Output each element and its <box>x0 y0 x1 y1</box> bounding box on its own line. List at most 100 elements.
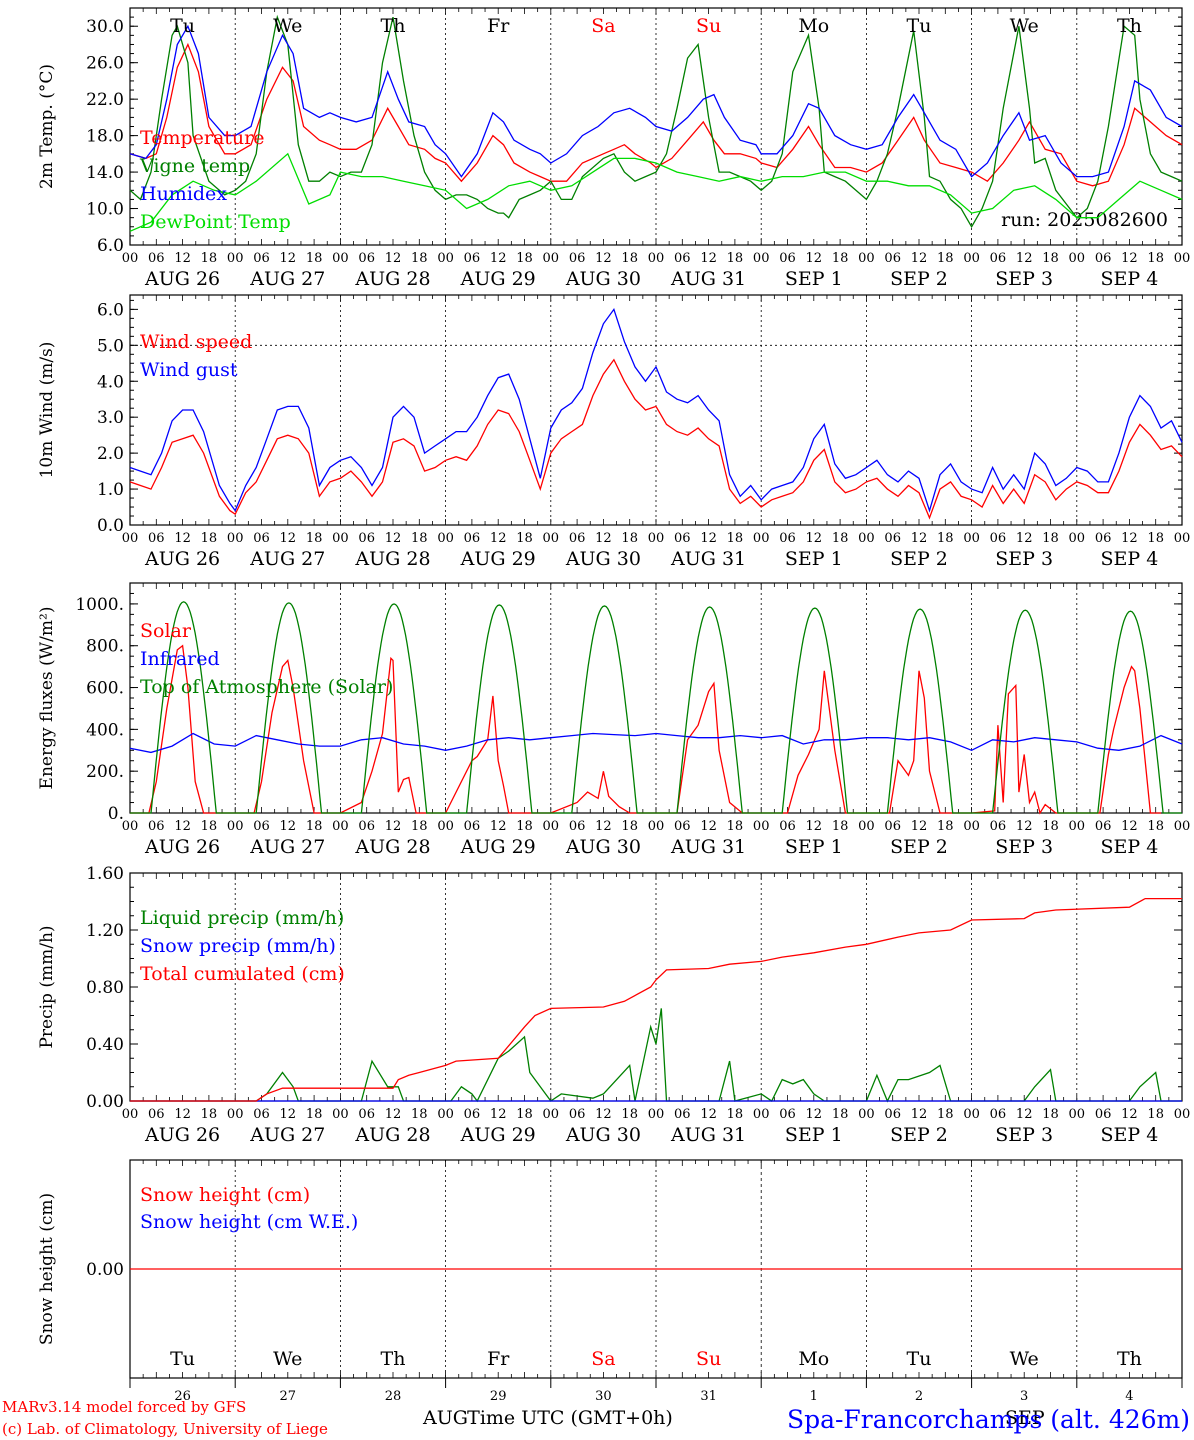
hour-tick-label: 18 <box>201 251 218 266</box>
hour-tick-label: 00 <box>648 819 665 834</box>
hour-tick-label: 12 <box>911 1107 928 1122</box>
panel-temperature: 6.0 10.0 14.0 18.0 22.0 26.0 30.0 2m Temp. (°C)… <box>37 7 1191 290</box>
y-tick-label: 800. <box>86 637 124 657</box>
hour-tick-label: 06 <box>674 819 691 834</box>
y-tick-label: 6.0 <box>97 236 124 256</box>
y-tick-label: 0.80 <box>86 978 124 998</box>
bottom-month-right: SEP <box>1005 1407 1045 1429</box>
hour-tick-label: 18 <box>1147 1107 1164 1122</box>
hour-tick-label: 12 <box>806 1107 823 1122</box>
hour-tick-label: 12 <box>1016 1107 1033 1122</box>
hour-tick-label: 06 <box>464 531 481 546</box>
hour-tick-label: 12 <box>280 251 297 266</box>
hour-tick-label: 12 <box>806 819 823 834</box>
hour-tick-label: 06 <box>884 531 901 546</box>
date-label: AUG 29 <box>460 1124 536 1146</box>
day-number-label: 29 <box>490 1389 507 1404</box>
day-number-label: 28 <box>385 1389 402 1404</box>
date-label: AUG 31 <box>670 548 746 570</box>
hour-tick-label: 06 <box>884 819 901 834</box>
hour-tick-label: 18 <box>1042 531 1059 546</box>
legend-entry: DewPoint Temp <box>140 211 291 233</box>
hour-tick-label: 18 <box>621 819 638 834</box>
hour-tick-label: 18 <box>1147 819 1164 834</box>
weekday-label: Su <box>696 1348 721 1370</box>
date-label: SEP 3 <box>995 836 1053 858</box>
date-label: AUG 30 <box>565 268 641 290</box>
weekday-label: We <box>273 15 302 37</box>
hour-tick-label: 12 <box>595 1107 612 1122</box>
hour-tick-label: 00 <box>963 251 980 266</box>
hour-tick-label: 12 <box>385 531 402 546</box>
hour-tick-label: 00 <box>858 251 875 266</box>
y-axis-label: 10m Wind (m/s) <box>37 342 57 479</box>
hour-tick-label: 06 <box>253 531 270 546</box>
hour-tick-label: 00 <box>543 251 560 266</box>
hour-tick-label: 06 <box>148 819 165 834</box>
date-label: AUG 31 <box>670 1124 746 1146</box>
series-line-infrared <box>129 732 1183 754</box>
date-label: AUG 31 <box>670 836 746 858</box>
hour-tick-label: 18 <box>1147 531 1164 546</box>
hour-tick-label: 00 <box>963 531 980 546</box>
hour-tick-label: 12 <box>490 251 507 266</box>
date-label: AUG 27 <box>249 268 325 290</box>
date-label: AUG 28 <box>354 836 430 858</box>
date-label: AUG 27 <box>249 836 325 858</box>
hour-tick-label: 06 <box>569 1107 586 1122</box>
hour-tick-label: 06 <box>1095 531 1112 546</box>
hour-tick-label: 00 <box>543 531 560 546</box>
hour-tick-label: 12 <box>280 531 297 546</box>
hour-tick-label: 00 <box>753 251 770 266</box>
hour-tick-label: 18 <box>1147 251 1164 266</box>
station-label: Spa-Francorchamps (alt. 426m) <box>787 1405 1190 1434</box>
hour-tick-label: 18 <box>201 819 218 834</box>
hour-tick-label: 00 <box>1174 251 1191 266</box>
hour-tick-label: 00 <box>858 1107 875 1122</box>
hour-tick-label: 12 <box>911 819 928 834</box>
series-line-top-of-atmosphere-solar- <box>130 601 1182 814</box>
y-axis-label: Energy fluxes (W/m²) <box>37 607 57 790</box>
hour-tick-label: 06 <box>148 251 165 266</box>
day-number-label: 3 <box>1020 1389 1028 1404</box>
hour-tick-label: 12 <box>1016 251 1033 266</box>
hour-tick-label: 00 <box>963 1107 980 1122</box>
hour-tick-label: 06 <box>464 1107 481 1122</box>
date-label: SEP 1 <box>785 836 843 858</box>
hour-tick-label: 12 <box>700 819 717 834</box>
hour-tick-label: 12 <box>174 1107 191 1122</box>
date-label: AUG 30 <box>565 1124 641 1146</box>
run-label: run: 2025082600 <box>1001 209 1168 231</box>
hour-tick-label: 18 <box>832 251 849 266</box>
hour-tick-label: 06 <box>464 251 481 266</box>
hour-tick-label: 12 <box>490 819 507 834</box>
hour-tick-label: 12 <box>700 1107 717 1122</box>
hour-tick-label: 18 <box>411 1107 428 1122</box>
hour-tick-label: 00 <box>1069 819 1086 834</box>
hour-tick-label: 00 <box>122 819 139 834</box>
legend-entry: Liquid precip (mm/h) <box>140 907 344 929</box>
date-label: AUG 27 <box>249 548 325 570</box>
weekday-label: Su <box>696 15 721 37</box>
hour-tick-label: 06 <box>569 251 586 266</box>
series-line-humidex <box>129 24 1183 178</box>
hour-tick-label: 06 <box>674 531 691 546</box>
hour-tick-label: 06 <box>358 251 375 266</box>
series-line-total-cumulated-cm- <box>130 897 1182 1102</box>
hour-tick-label: 12 <box>595 531 612 546</box>
hour-tick-label: 12 <box>806 251 823 266</box>
hour-tick-label: 18 <box>201 531 218 546</box>
legend-entry: Snow height (cm) <box>140 1184 310 1206</box>
hour-tick-label: 12 <box>1121 251 1138 266</box>
date-label: AUG 31 <box>670 268 746 290</box>
hour-tick-label: 00 <box>648 251 665 266</box>
hour-tick-label: 00 <box>1174 819 1191 834</box>
hour-tick-label: 18 <box>937 251 954 266</box>
hour-tick-label: 00 <box>858 531 875 546</box>
date-label: AUG 28 <box>354 1124 430 1146</box>
series-line-wind-gust <box>129 307 1183 513</box>
hour-tick-label: 12 <box>806 531 823 546</box>
weekday-label: We <box>273 1348 302 1370</box>
y-tick-label: 10.0 <box>86 200 124 220</box>
hour-tick-label: 06 <box>674 1107 691 1122</box>
